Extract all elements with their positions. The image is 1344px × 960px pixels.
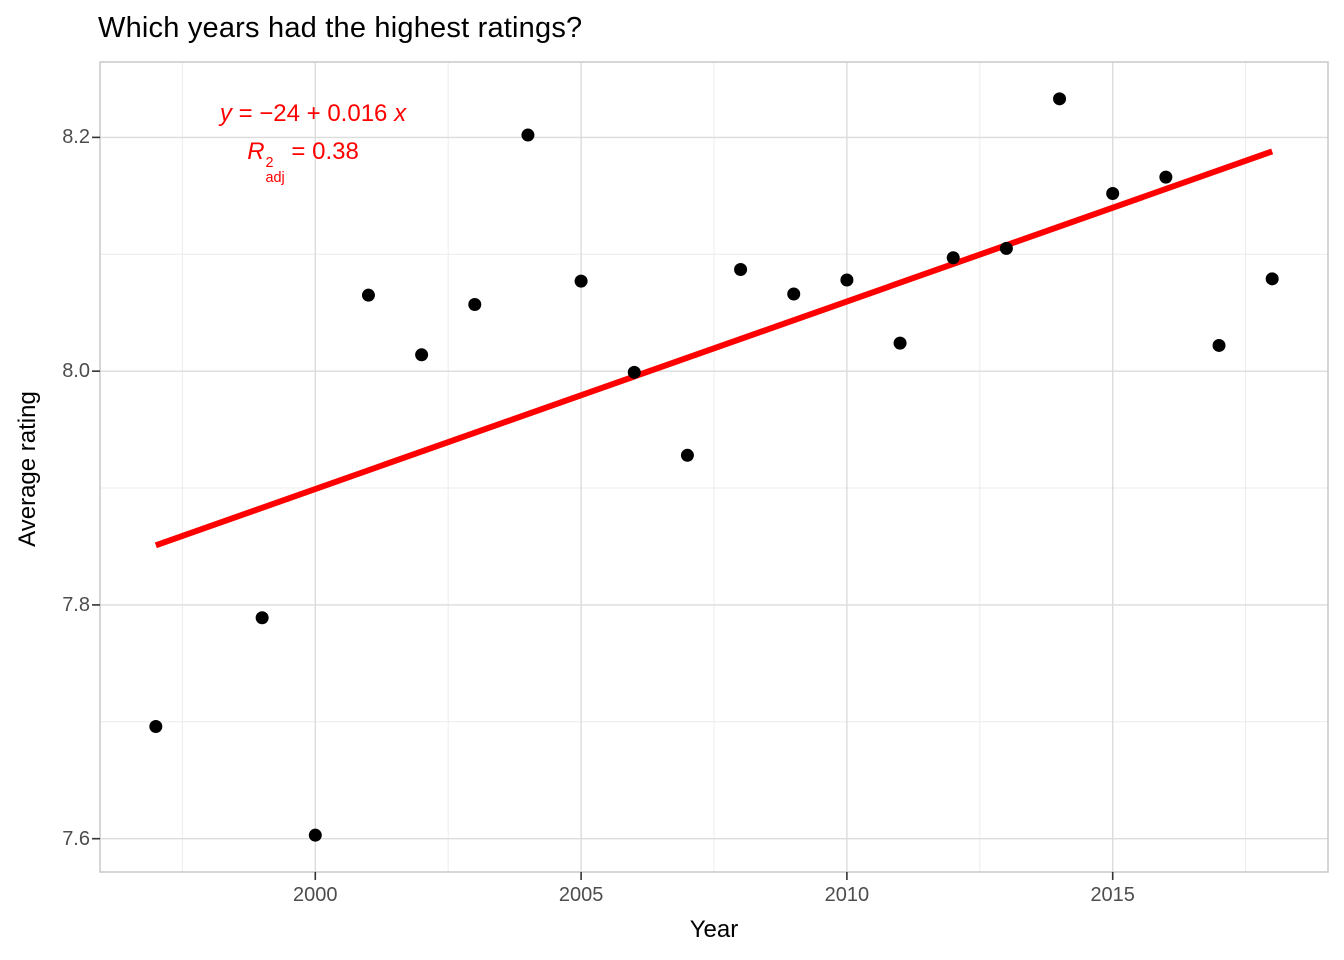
data-point: [787, 287, 801, 301]
data-point: [1159, 170, 1173, 184]
data-point: [1265, 272, 1279, 286]
data-point: [255, 611, 269, 625]
r-symbol: R: [247, 138, 265, 165]
data-point: [946, 251, 960, 265]
y-tick-label: 8.0: [62, 360, 90, 383]
data-point: [999, 241, 1013, 255]
x-tick-label: 2005: [558, 884, 604, 906]
r-squared-supsub: 2 adj: [265, 154, 285, 187]
data-point: [840, 273, 854, 287]
data-point: [308, 828, 322, 842]
r-squared-value: = 0.38: [284, 138, 359, 165]
data-point: [1106, 186, 1120, 200]
y-tick-label: 7.8: [62, 593, 90, 616]
data-point: [361, 288, 375, 302]
equation-y-var: y: [219, 100, 232, 127]
y-tick-label: 7.6: [62, 827, 90, 850]
y-tick-label: 8.2: [62, 126, 90, 149]
equation-body: = −24 + 0.016: [231, 100, 395, 127]
r-squared-adj-label: R 2 adj = 0.38: [158, 138, 448, 186]
x-tick-label: 2000: [293, 884, 338, 906]
data-point: [1053, 92, 1067, 106]
data-point: [149, 719, 163, 733]
data-point: [893, 336, 907, 350]
y-axis-title: Average rating: [14, 391, 41, 547]
plot-title: Which years had the highest ratings?: [98, 12, 583, 44]
regression-line: [154, 148, 1274, 549]
x-axis-title: Year: [689, 916, 739, 943]
equation-x-var: x: [394, 100, 407, 127]
data-point: [468, 298, 482, 312]
data-point: [415, 348, 429, 362]
data-point: [734, 262, 748, 276]
data-point: [680, 448, 694, 462]
x-tick-label: 2010: [824, 884, 870, 906]
regression-equation-label: y = −24 + 0.016 x: [158, 100, 468, 128]
x-tick-label: 2015: [1090, 884, 1135, 906]
r-squared-exponent: 2: [265, 154, 274, 171]
data-point: [521, 128, 535, 142]
data-point: [574, 274, 588, 288]
r-squared-subscript: adj: [265, 170, 285, 187]
data-point: [627, 365, 641, 379]
panel-border: [99, 61, 1329, 873]
data-point: [1212, 338, 1226, 352]
